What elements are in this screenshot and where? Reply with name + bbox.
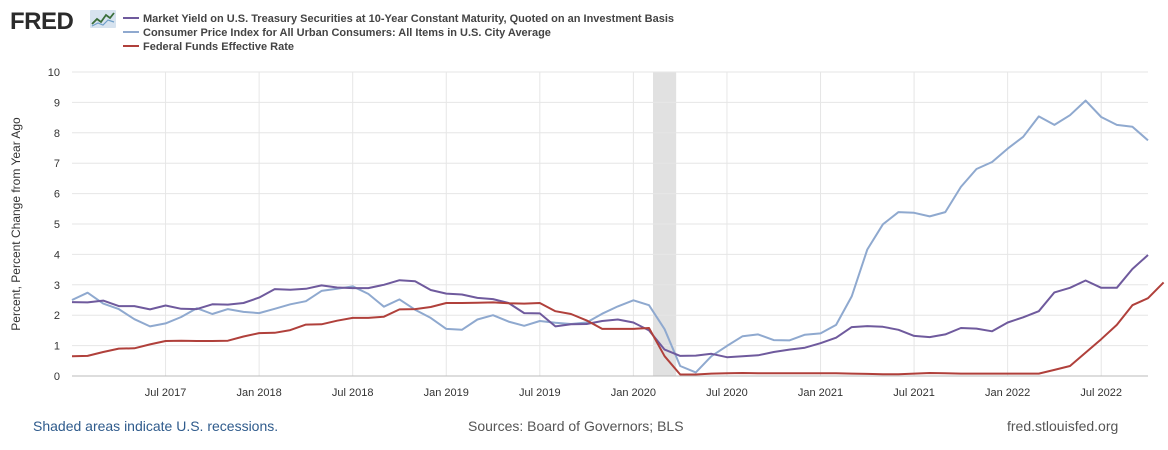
series-line-treasury[interactable]: [71, 254, 1149, 359]
y-tick-label: 7: [54, 158, 60, 170]
series-line-fedfunds[interactable]: [71, 281, 1165, 376]
y-tick-label: 9: [54, 97, 60, 109]
recession-note: Shaded areas indicate U.S. recessions.: [33, 418, 279, 434]
chart-header: FRED Market Yield on U.S. Treasury Secur…: [0, 0, 1168, 60]
y-tick-label: 5: [54, 219, 60, 231]
x-tick-label: Jul 2022: [1080, 387, 1122, 399]
legend-swatch-cpi: [123, 31, 139, 34]
fred-logo[interactable]: FRED: [10, 8, 74, 35]
series-line-cpi[interactable]: [71, 99, 1149, 374]
legend-label-treasury: Market Yield on U.S. Treasury Securities…: [143, 13, 675, 25]
y-axis-label: Percent, Percent Change from Year Ago: [9, 117, 23, 331]
gridlines: [72, 71, 1148, 376]
y-tick-label: 2: [54, 310, 60, 322]
x-tick-label: Jul 2019: [519, 387, 561, 399]
y-tick-label: 0: [54, 371, 60, 383]
legend-swatch-fedfunds: [123, 45, 139, 48]
y-tick-label: 3: [54, 280, 60, 292]
y-tick-label: 1: [54, 341, 60, 353]
x-tick-label: Jul 2018: [332, 387, 374, 399]
x-tick-label: Jan 2019: [424, 387, 469, 399]
y-axis-ticks: 0 1 2 3 4 5 6 7 8 9 10: [48, 67, 60, 383]
legend-item-treasury[interactable]: Market Yield on U.S. Treasury Securities…: [123, 13, 674, 27]
legend-label-cpi: Consumer Price Index for All Urban Consu…: [143, 27, 551, 39]
x-tick-label: Jan 2022: [985, 387, 1030, 399]
line-chart[interactable]: 0 1 2 3 4 5 6 7 8 9 10 Jul 2017 Jan 2018 Jul 2018 Jan…: [0, 60, 1168, 405]
fred-url-link[interactable]: fred.stlouisfed.org: [1007, 418, 1119, 434]
legend-label-fedfunds: Federal Funds Effective Rate: [143, 41, 294, 53]
x-tick-label: Jan 2021: [798, 387, 843, 399]
y-tick-label: 8: [54, 128, 60, 140]
x-axis-ticks: Jul 2017 Jan 2018 Jul 2018 Jan 2019 Jul 2019…: [145, 387, 1122, 399]
x-tick-label: Jul 2017: [145, 387, 187, 399]
sources-text: Sources: Board of Governors; BLS: [468, 418, 684, 434]
y-tick-label: 10: [48, 67, 60, 79]
x-tick-label: Jan 2018: [236, 387, 281, 399]
fred-logo-chart-icon: [90, 10, 116, 28]
legend-item-fedfunds[interactable]: Federal Funds Effective Rate: [123, 41, 294, 55]
x-tick-label: Jan 2020: [611, 387, 656, 399]
y-tick-label: 4: [54, 249, 60, 261]
y-tick-label: 6: [54, 189, 60, 201]
legend-swatch-treasury: [123, 17, 139, 20]
x-tick-label: Jul 2021: [893, 387, 935, 399]
legend-item-cpi[interactable]: Consumer Price Index for All Urban Consu…: [123, 27, 551, 41]
x-tick-label: Jul 2020: [706, 387, 748, 399]
